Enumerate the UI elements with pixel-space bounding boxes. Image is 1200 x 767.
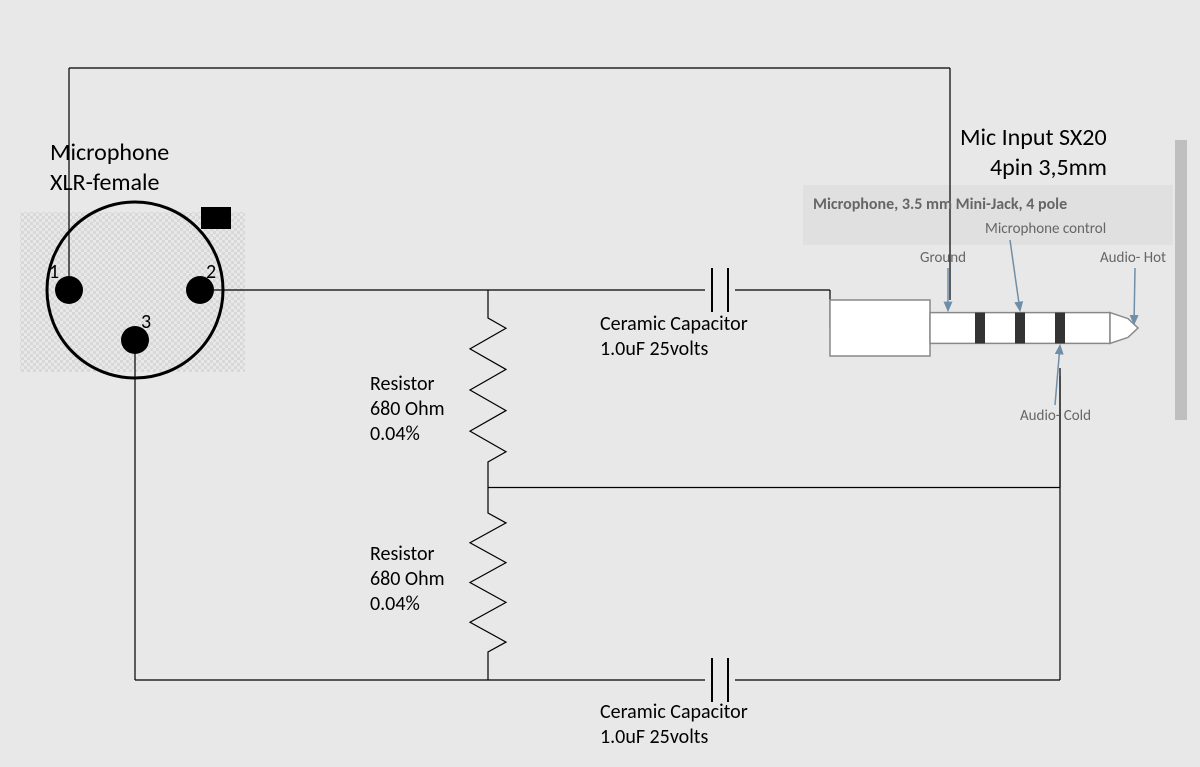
jack-hot-label: Audio- Hot (1100, 249, 1166, 267)
resistor2-label-2: 680 Ohm (370, 567, 445, 591)
jack-ground-label: Ground (920, 249, 966, 267)
wiring-diagram: 123MicrophoneXLR-femaleResistor680 Ohm0.… (0, 0, 1200, 767)
cap1-label-2: 1.0uF 25volts (600, 337, 708, 361)
cap1-label-1: Ceramic Capacitor (600, 312, 748, 336)
cap2-label-1: Ceramic Capacitor (600, 700, 748, 724)
resistor2-label-3: 0.04% (370, 592, 420, 616)
xlr-pin1-label: 1 (49, 260, 59, 284)
resistor1-label-2: 680 Ohm (370, 397, 445, 421)
jack-micctrl-label: Microphone control (985, 220, 1106, 238)
xlr-pin2-label: 2 (206, 260, 216, 284)
jack-title-1: Mic Input SX20 (960, 123, 1107, 152)
xlr-pin3-label: 3 (141, 310, 151, 334)
jack-cold-label: Audio- Cold (1020, 407, 1091, 425)
resistor1-label-1: Resistor (370, 372, 435, 396)
xlr-title-1: Microphone (50, 138, 169, 167)
cap2-label-2: 1.0uF 25volts (600, 725, 708, 749)
resistor1-label-3: 0.04% (370, 422, 420, 446)
jack-title-2: 4pin 3,5mm (990, 153, 1107, 182)
xlr-title-2: XLR-female (50, 168, 160, 197)
jack-subtitle: Microphone, 3.5 mm Mini-Jack, 4 pole (813, 195, 1067, 214)
resistor2-label-1: Resistor (370, 542, 435, 566)
